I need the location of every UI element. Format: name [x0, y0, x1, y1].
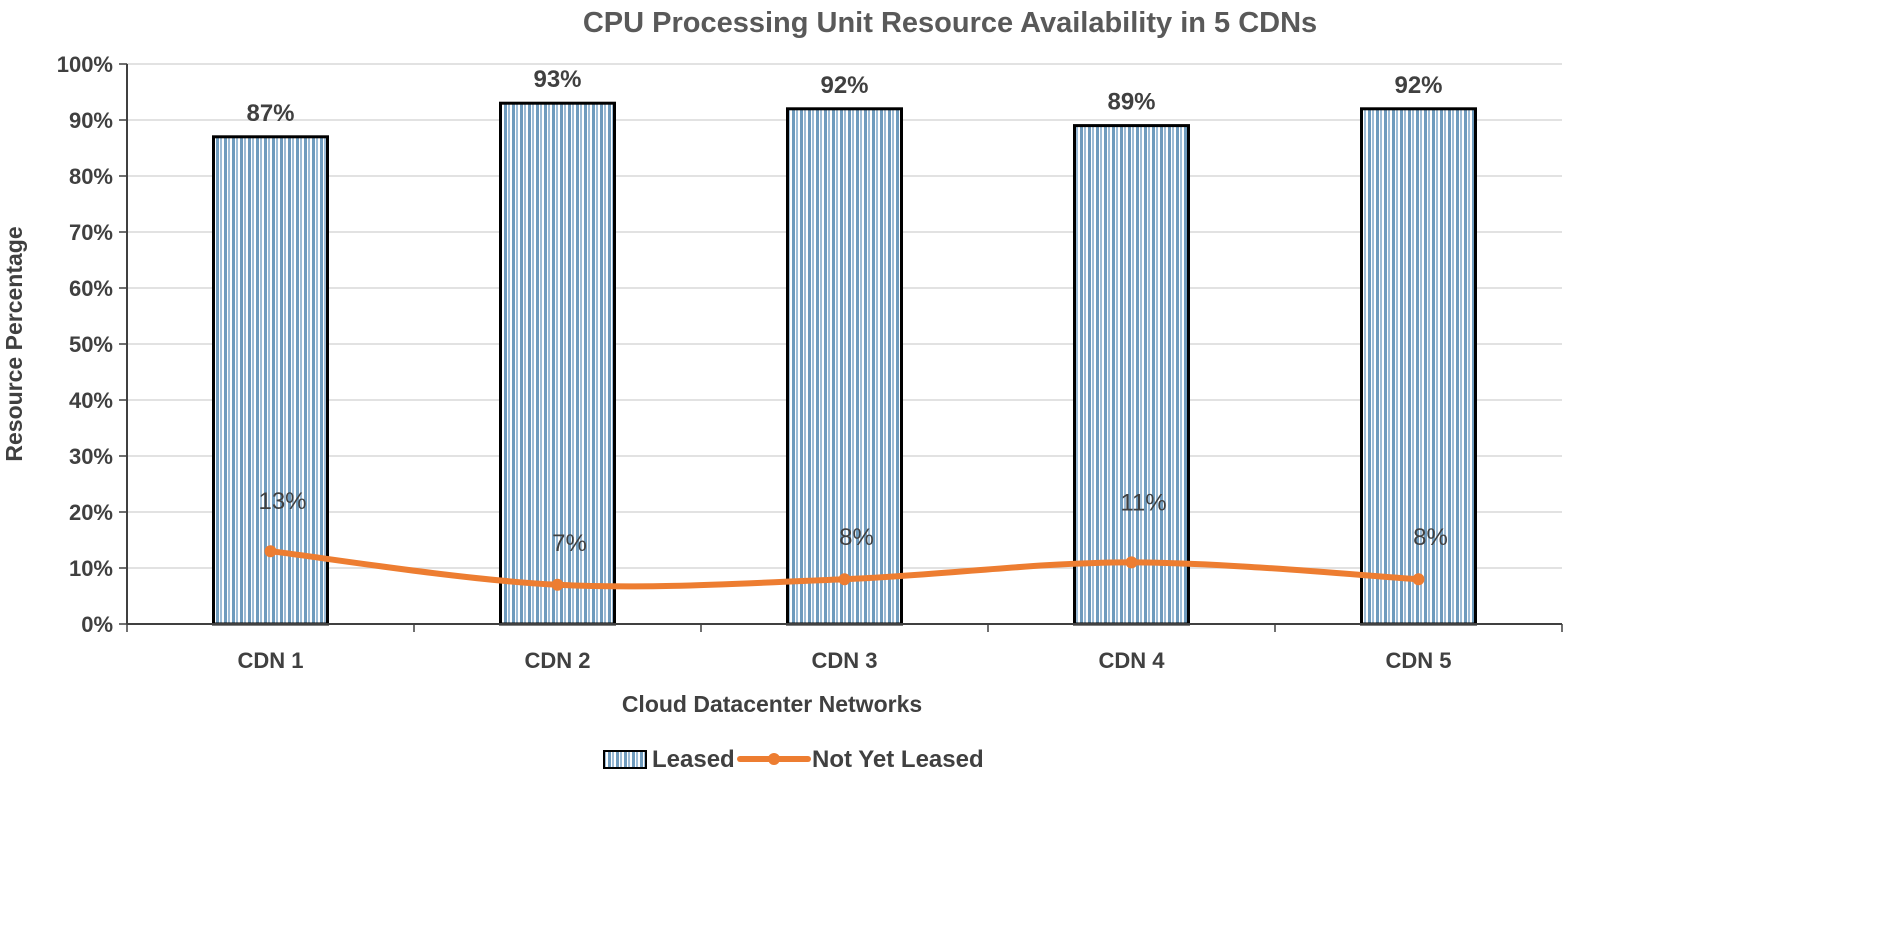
legend-label-not-yet-leased: Not Yet Leased: [812, 746, 984, 773]
legend: Leased Not Yet Leased: [603, 746, 984, 773]
point-not-yet-leased: [1412, 573, 1425, 586]
y-tick-label: 70%: [69, 220, 113, 245]
y-axis-ticks: 0% 10% 20% 30% 40% 50% 60% 70% 80% 90% 100%: [57, 52, 127, 637]
y-tick-label: 90%: [69, 108, 113, 133]
x-tick-label: CDN 2: [524, 648, 590, 673]
legend-marker-not-yet-leased: [768, 753, 780, 765]
y-tick-label: 100%: [57, 52, 113, 77]
point-not-yet-leased: [551, 578, 564, 591]
x-tick-label: CDN 4: [1098, 648, 1165, 673]
point-not-yet-leased: [264, 545, 277, 558]
x-tick-label: CDN 1: [237, 648, 303, 673]
bar-data-label: 92%: [820, 72, 868, 99]
line-data-label: 13%: [258, 488, 306, 515]
line-data-label: 11%: [1120, 489, 1166, 516]
bar-leased: [212, 135, 329, 626]
y-tick-label: 50%: [69, 332, 113, 357]
y-axis-title: Resource Percentage: [1, 226, 27, 461]
y-tick-label: 30%: [69, 444, 113, 469]
legend-label-leased: Leased: [652, 746, 735, 773]
not-yet-leased-series: 13% 7% 8% 11% 8%: [258, 488, 1448, 591]
leased-bars: 87% 93% 92% 89% 92%: [212, 66, 1477, 626]
x-axis-title: Cloud Datacenter Networks: [622, 691, 922, 717]
chart-title: CPU Processing Unit Resource Availabilit…: [583, 7, 1317, 39]
x-tick-label: CDN 3: [811, 648, 877, 673]
axes: [126, 64, 1562, 625]
point-not-yet-leased: [1125, 556, 1138, 569]
bar-leased: [1360, 107, 1477, 626]
line-data-label: 8%: [839, 524, 874, 551]
bar-leased: [1073, 124, 1190, 626]
y-tick-label: 60%: [69, 276, 113, 301]
y-tick-label: 0%: [81, 612, 113, 637]
bar-leased: [786, 107, 903, 626]
line-data-label: 8%: [1413, 524, 1448, 551]
bar-data-label: 93%: [533, 66, 581, 93]
point-not-yet-leased: [838, 573, 851, 586]
y-tick-label: 10%: [69, 556, 113, 581]
bar-leased: [499, 101, 616, 626]
y-tick-label: 80%: [69, 164, 113, 189]
legend-swatch-leased: [603, 750, 647, 769]
bar-data-label: 87%: [246, 100, 294, 127]
line-data-label: 7%: [552, 530, 587, 557]
y-tick-label: 20%: [69, 500, 113, 525]
x-tick-label: CDN 5: [1385, 648, 1451, 673]
bar-data-label: 89%: [1107, 89, 1155, 116]
x-axis-ticks: CDN 1 CDN 2 CDN 3 CDN 4 CDN 5: [126, 624, 1563, 673]
y-tick-label: 40%: [69, 388, 113, 413]
bar-data-label: 92%: [1394, 72, 1442, 99]
